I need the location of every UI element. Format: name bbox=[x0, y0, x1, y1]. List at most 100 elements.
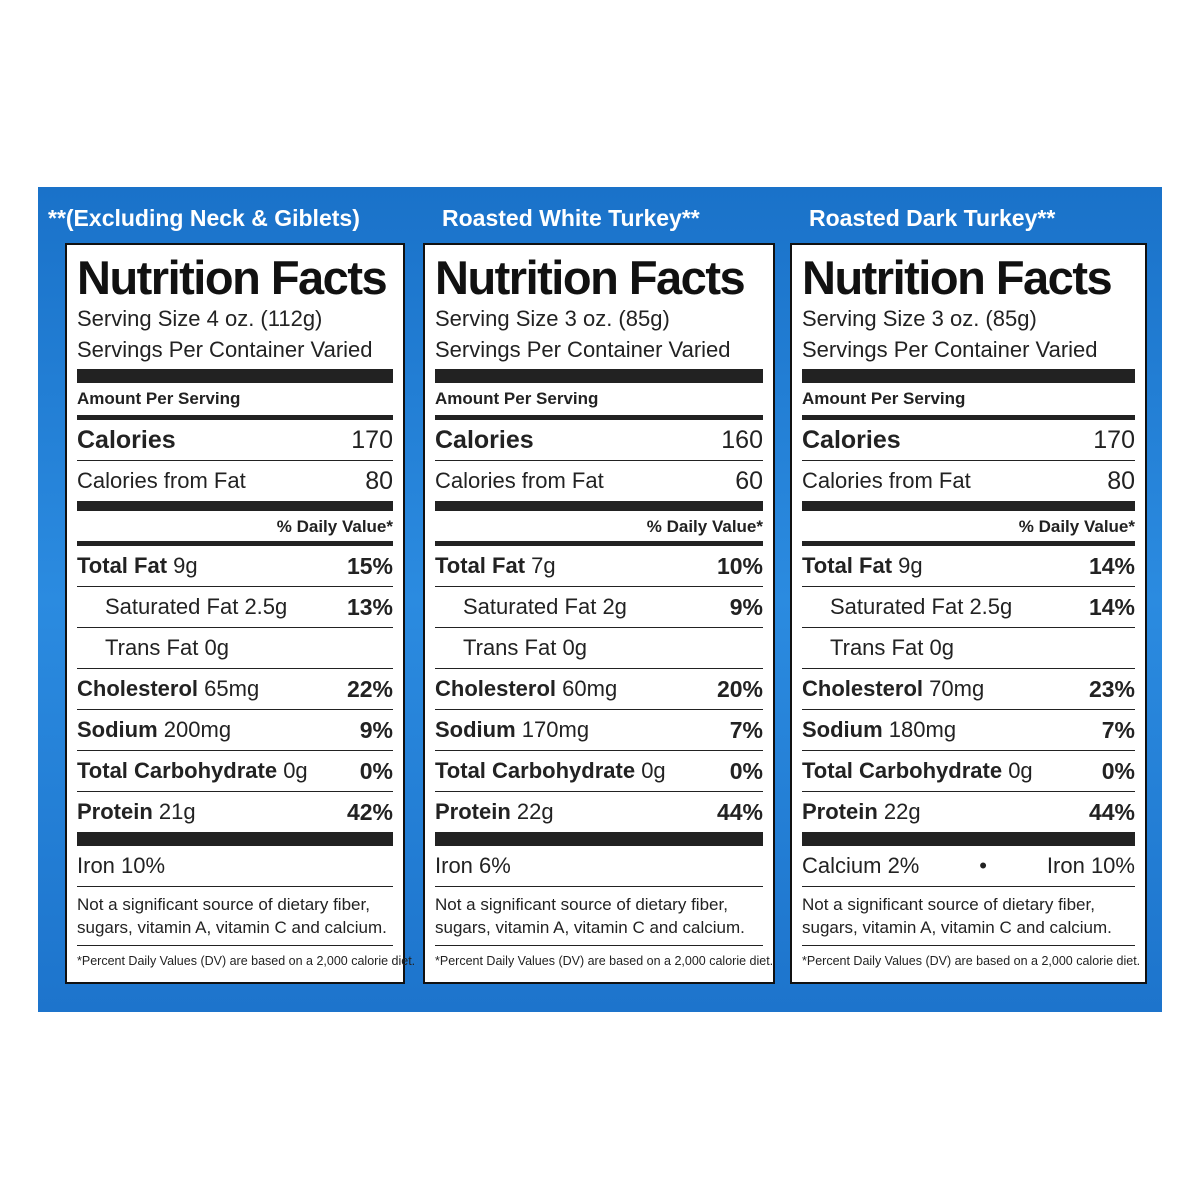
dv-header: % Daily Value* bbox=[1018, 516, 1135, 536]
nutrient-dv: 44% bbox=[1088, 798, 1135, 825]
nutrient-amount: 21g bbox=[158, 799, 196, 824]
nutrient-row: Cholesterol 70mg 23% bbox=[802, 669, 1135, 710]
nutrient-row: Sodium 180mg 7% bbox=[802, 710, 1135, 751]
nutrient-name: Total Fat 9g bbox=[77, 553, 198, 579]
nutrient-label: Cholesterol bbox=[77, 676, 199, 701]
nutrient-name: Trans Fat 0g bbox=[105, 635, 229, 661]
footnote: *Percent Daily Values (DV) are based on … bbox=[802, 954, 1141, 968]
calorie-value: 170 bbox=[1093, 425, 1135, 454]
nutrient-name: Cholesterol 70mg bbox=[802, 676, 984, 702]
nutrition-panel: Nutrition Facts Serving Size 3 oz. (85g) S… bbox=[790, 243, 1147, 984]
nutrient-name: Saturated Fat 2g bbox=[463, 594, 627, 620]
nutrient-row: Sodium 170mg 7% bbox=[435, 710, 763, 751]
vitamin: Calcium 2% bbox=[802, 853, 920, 878]
amount-per-serving: Amount Per Serving bbox=[77, 389, 241, 408]
calorie-row: Calories 160 bbox=[435, 420, 763, 461]
thick-bar bbox=[77, 501, 393, 511]
nutrient-name: Trans Fat 0g bbox=[463, 635, 587, 661]
nutrient-amount: 70mg bbox=[929, 676, 985, 701]
nutrient-row: Trans Fat 0g bbox=[435, 628, 763, 669]
calorie-value: 170 bbox=[351, 425, 393, 454]
nutrient-amount: 60mg bbox=[562, 676, 618, 701]
nutrient-row: Saturated Fat 2g 9% bbox=[435, 587, 763, 628]
calorie-value: 160 bbox=[721, 425, 763, 454]
blue-band: **(Excluding Neck & Giblets) Nutrition Fa… bbox=[38, 187, 1162, 1012]
nutrient-amount: 180mg bbox=[888, 717, 957, 742]
nutrient-name: Total Fat 7g bbox=[435, 553, 556, 579]
calorie-value: 80 bbox=[365, 466, 393, 495]
nutrient-label: Protein bbox=[435, 799, 511, 824]
dv-header-row: % Daily Value* bbox=[802, 511, 1135, 546]
nutrient-row: Total Carbohydrate 0g 0% bbox=[802, 751, 1135, 792]
calorie-label: Calories bbox=[802, 425, 901, 454]
thick-bar bbox=[435, 501, 763, 511]
note: Not a significant source of dietary fibe… bbox=[77, 887, 393, 946]
nutrient-label: Cholesterol bbox=[802, 676, 924, 701]
note-line: sugars, vitamin A, vitamin C and calcium… bbox=[77, 918, 387, 937]
note-line: sugars, vitamin A, vitamin C and calcium… bbox=[435, 918, 745, 937]
note-line: Not a significant source of dietary fibe… bbox=[77, 895, 370, 914]
nutrient-dv: 14% bbox=[1088, 593, 1135, 620]
nutrient-name: Trans Fat 0g bbox=[830, 635, 954, 661]
note: Not a significant source of dietary fibe… bbox=[802, 887, 1135, 946]
nutrient-name: Protein 21g bbox=[77, 799, 196, 825]
calorie-label: Calories from Fat bbox=[802, 468, 971, 493]
nutrient-label: Total Carbohydrate bbox=[435, 758, 636, 783]
vitamin: Iron 10% bbox=[1046, 853, 1135, 878]
vitamin-row: Calcium 2% • Iron 10% bbox=[802, 846, 1135, 887]
nutrient-label: Sodium bbox=[802, 717, 883, 742]
nutrient-row: Cholesterol 65mg 22% bbox=[77, 669, 393, 710]
nutrient-name: Sodium 170mg bbox=[435, 717, 589, 743]
nutrient-dv: 0% bbox=[729, 757, 763, 784]
note-line: Not a significant source of dietary fibe… bbox=[802, 895, 1095, 914]
nutrient-name: Total Carbohydrate 0g bbox=[77, 758, 308, 784]
nutrient-dv: 10% bbox=[716, 552, 763, 579]
calorie-value: 60 bbox=[735, 466, 763, 495]
nutrient-amount: 2g bbox=[602, 594, 627, 619]
nutrient-row: Saturated Fat 2.5g 13% bbox=[77, 587, 393, 628]
nutrient-name: Saturated Fat 2.5g bbox=[105, 594, 287, 620]
nutrient-amount: 2.5g bbox=[969, 594, 1013, 619]
vitamin-row: Iron 6% bbox=[435, 846, 763, 887]
nutrient-row: Protein 22g 44% bbox=[802, 792, 1135, 832]
nutrient-amount: 9g bbox=[173, 553, 198, 578]
nutrient-dv: 0% bbox=[1101, 757, 1135, 784]
calorie-row: Calories 170 bbox=[802, 420, 1135, 461]
nutrient-name: Protein 22g bbox=[435, 799, 554, 825]
separator: • bbox=[979, 853, 987, 878]
nutrient-amount: 170mg bbox=[521, 717, 590, 742]
nutrient-dv: 42% bbox=[346, 798, 393, 825]
nutrient-dv: 9% bbox=[729, 593, 763, 620]
nutrient-dv: 7% bbox=[729, 716, 763, 743]
nutrient-amount: 0g bbox=[283, 758, 308, 783]
nutrient-label: Saturated Fat bbox=[463, 594, 597, 619]
panel-heading: Roasted White Turkey** bbox=[442, 205, 700, 231]
nutrient-label: Total Fat bbox=[802, 553, 893, 578]
nutrient-name: Sodium 200mg bbox=[77, 717, 231, 743]
nutrient-label: Trans Fat bbox=[463, 635, 557, 660]
servings: Servings Per Container Varied bbox=[77, 337, 373, 362]
rule bbox=[802, 415, 1135, 420]
nutrient-amount: 22g bbox=[516, 799, 554, 824]
nutrition-panel: Nutrition Facts Serving Size 4 oz. (112g)… bbox=[65, 243, 415, 984]
nutrient-label: Total Fat bbox=[435, 553, 526, 578]
nutrient-row: Total Carbohydrate 0g 0% bbox=[77, 751, 393, 792]
dv-header-row: % Daily Value* bbox=[435, 511, 763, 546]
serving-size: Serving Size 3 oz. (85g) bbox=[802, 306, 1037, 331]
nutrient-name: Cholesterol 60mg bbox=[435, 676, 617, 702]
nutrient-row: Sodium 200mg 9% bbox=[77, 710, 393, 751]
dv-header: % Daily Value* bbox=[276, 516, 393, 536]
rule bbox=[77, 415, 393, 420]
thick-bar bbox=[802, 501, 1135, 511]
panel-heading: **(Excluding Neck & Giblets) bbox=[48, 205, 360, 231]
calorie-label: Calories bbox=[435, 425, 534, 454]
nutrient-label: Protein bbox=[77, 799, 153, 824]
nutrient-dv: 0% bbox=[359, 757, 393, 784]
panel-title: Nutrition Facts bbox=[77, 251, 388, 304]
nutrient-amount: 0g bbox=[562, 635, 587, 660]
nutrient-name: Cholesterol 65mg bbox=[77, 676, 259, 702]
panel-title: Nutrition Facts bbox=[802, 251, 1113, 304]
vitamin: Iron 10% bbox=[77, 853, 166, 878]
nutrient-amount: 0g bbox=[1008, 758, 1033, 783]
